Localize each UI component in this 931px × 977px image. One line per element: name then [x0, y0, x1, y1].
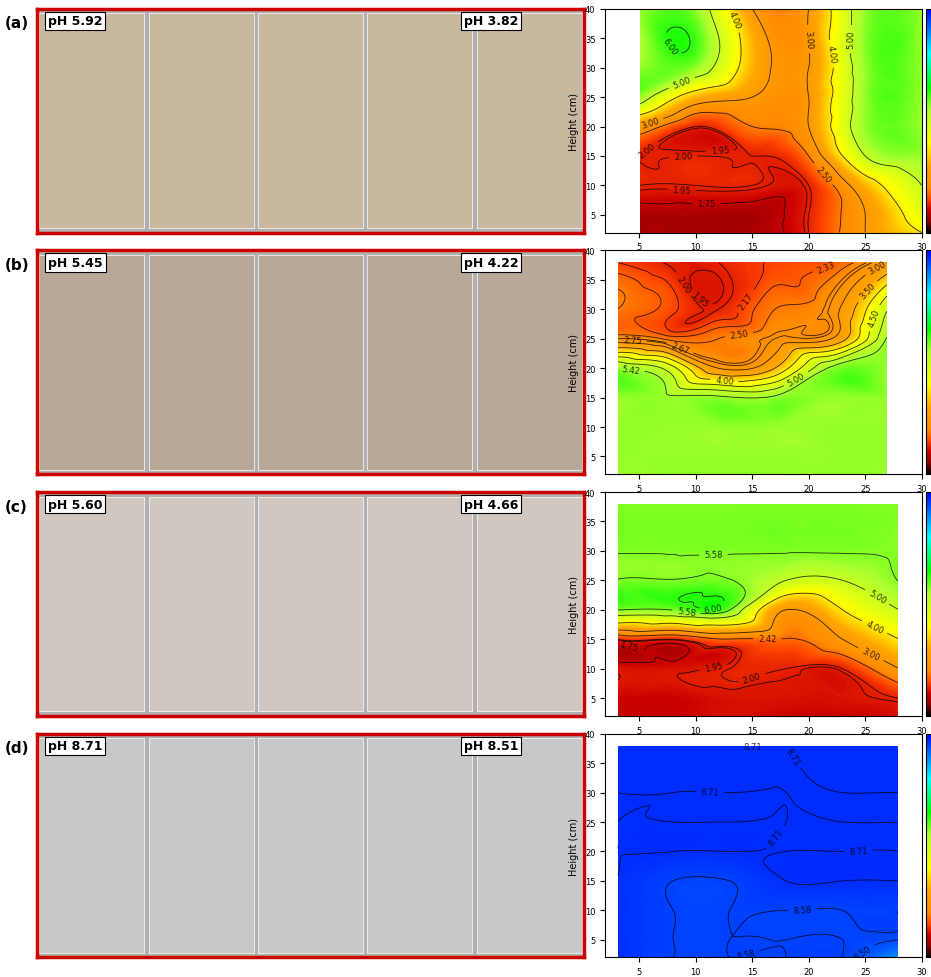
- Text: 1.75: 1.75: [697, 199, 716, 209]
- Text: 3.00: 3.00: [640, 117, 660, 131]
- Text: 8.58: 8.58: [735, 948, 756, 960]
- Text: pH 4.66: pH 4.66: [464, 498, 518, 511]
- FancyBboxPatch shape: [477, 256, 582, 470]
- Text: 2.00: 2.00: [637, 142, 656, 160]
- Text: 1.95: 1.95: [704, 661, 723, 674]
- Text: pH 8.71: pH 8.71: [48, 740, 102, 752]
- Text: 1.75: 1.75: [619, 640, 640, 653]
- Text: 4.00: 4.00: [826, 45, 838, 64]
- Text: (c): (c): [5, 499, 27, 514]
- FancyBboxPatch shape: [258, 256, 363, 470]
- Text: pH 5.45: pH 5.45: [48, 257, 102, 270]
- Text: 5.58: 5.58: [677, 607, 696, 617]
- FancyBboxPatch shape: [258, 739, 363, 953]
- Text: 4.00: 4.00: [726, 10, 742, 30]
- FancyBboxPatch shape: [39, 739, 144, 953]
- Text: pH 5.92: pH 5.92: [48, 16, 102, 28]
- X-axis label: Length (cm): Length (cm): [734, 741, 793, 750]
- Text: pH 3.82: pH 3.82: [464, 16, 518, 28]
- Text: 3.00: 3.00: [867, 260, 887, 276]
- Text: 8.50: 8.50: [853, 943, 873, 961]
- Text: 8.71: 8.71: [744, 742, 762, 751]
- FancyBboxPatch shape: [368, 739, 472, 953]
- FancyBboxPatch shape: [477, 739, 582, 953]
- Text: 2.00: 2.00: [674, 275, 692, 295]
- FancyBboxPatch shape: [258, 15, 363, 229]
- FancyBboxPatch shape: [368, 497, 472, 711]
- Text: 3.50: 3.50: [857, 281, 877, 302]
- FancyBboxPatch shape: [149, 256, 253, 470]
- X-axis label: Length (cm): Length (cm): [734, 499, 793, 509]
- Text: (a): (a): [5, 17, 29, 31]
- Text: pH 5.60: pH 5.60: [48, 498, 102, 511]
- Text: 8.71: 8.71: [848, 846, 868, 856]
- FancyBboxPatch shape: [149, 497, 253, 711]
- Y-axis label: Height (cm): Height (cm): [570, 334, 579, 392]
- Text: 5.42: 5.42: [621, 364, 641, 375]
- Text: pH 8.51: pH 8.51: [464, 740, 518, 752]
- Text: 6.00: 6.00: [704, 603, 723, 616]
- FancyBboxPatch shape: [368, 15, 472, 229]
- Text: 1.95: 1.95: [672, 186, 691, 195]
- Text: 6.00: 6.00: [661, 37, 679, 57]
- FancyBboxPatch shape: [149, 739, 253, 953]
- Text: 8.58: 8.58: [793, 905, 812, 914]
- Text: 5.00: 5.00: [786, 371, 806, 388]
- Text: 2.42: 2.42: [758, 635, 776, 644]
- FancyBboxPatch shape: [39, 497, 144, 711]
- Text: pH 4.22: pH 4.22: [464, 257, 519, 270]
- Y-axis label: Height (cm): Height (cm): [570, 817, 579, 874]
- Text: (b): (b): [5, 258, 29, 273]
- FancyBboxPatch shape: [477, 15, 582, 229]
- Text: 8.71: 8.71: [784, 746, 802, 767]
- Text: (d): (d): [5, 741, 29, 755]
- Text: 2.33: 2.33: [816, 260, 837, 276]
- Text: 3.00: 3.00: [803, 30, 814, 50]
- FancyBboxPatch shape: [149, 15, 253, 229]
- Text: 2.75: 2.75: [623, 336, 641, 346]
- Text: 8.71: 8.71: [766, 828, 785, 847]
- Text: 1.95: 1.95: [710, 147, 729, 156]
- Text: 5.58: 5.58: [704, 551, 722, 560]
- Text: 2.00: 2.00: [674, 152, 693, 162]
- Text: 2.50: 2.50: [729, 329, 749, 341]
- FancyBboxPatch shape: [368, 256, 472, 470]
- FancyBboxPatch shape: [477, 497, 582, 711]
- Text: 5.00: 5.00: [846, 31, 856, 50]
- Text: 4.00: 4.00: [864, 619, 884, 635]
- Text: 2.67: 2.67: [669, 341, 690, 356]
- FancyBboxPatch shape: [39, 15, 144, 229]
- Text: 2.00: 2.00: [742, 671, 762, 685]
- Text: 1.95: 1.95: [690, 290, 710, 309]
- Text: 2.50: 2.50: [814, 165, 832, 185]
- Y-axis label: Height (cm): Height (cm): [570, 575, 579, 633]
- Text: 5.00: 5.00: [671, 76, 692, 91]
- Text: 2.17: 2.17: [736, 291, 755, 312]
- FancyBboxPatch shape: [258, 497, 363, 711]
- X-axis label: Length (cm): Length (cm): [734, 258, 793, 268]
- Text: 5.00: 5.00: [867, 588, 887, 606]
- Text: 3.00: 3.00: [860, 647, 881, 662]
- Y-axis label: Height (cm): Height (cm): [570, 93, 579, 150]
- Text: 8.71: 8.71: [701, 787, 720, 797]
- Text: 4.50: 4.50: [867, 309, 882, 328]
- FancyBboxPatch shape: [39, 256, 144, 470]
- Text: 4.00: 4.00: [715, 376, 735, 387]
